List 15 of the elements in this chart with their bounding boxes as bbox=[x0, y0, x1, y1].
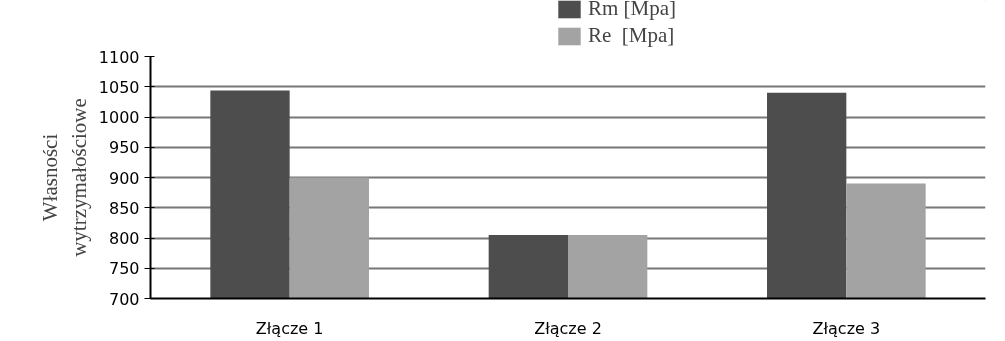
y-tick-label: 950 bbox=[108, 138, 140, 158]
x-tick-label: Złącze 3 bbox=[812, 318, 881, 338]
y-tick-label: 750 bbox=[108, 259, 140, 279]
y-tick-label: 1100 bbox=[98, 47, 140, 67]
y-tick-label: 850 bbox=[108, 198, 140, 218]
x-tick-label: Złącze 1 bbox=[255, 318, 324, 338]
y-tick-label: 700 bbox=[108, 289, 140, 309]
y-tick-label: 1000 bbox=[98, 108, 140, 127]
y-axis-title: Własności wytrzymałościowe bbox=[37, 98, 91, 257]
y-tick-label: 900 bbox=[108, 168, 140, 188]
legend-label: Rm [Mpa] bbox=[588, 0, 677, 21]
legend-label: Re [Mpa] bbox=[588, 23, 675, 48]
x-tick-label: Złącze 2 bbox=[534, 318, 602, 338]
y-tick-label: 800 bbox=[108, 229, 140, 248]
y-tick-label: 1050 bbox=[98, 77, 140, 97]
